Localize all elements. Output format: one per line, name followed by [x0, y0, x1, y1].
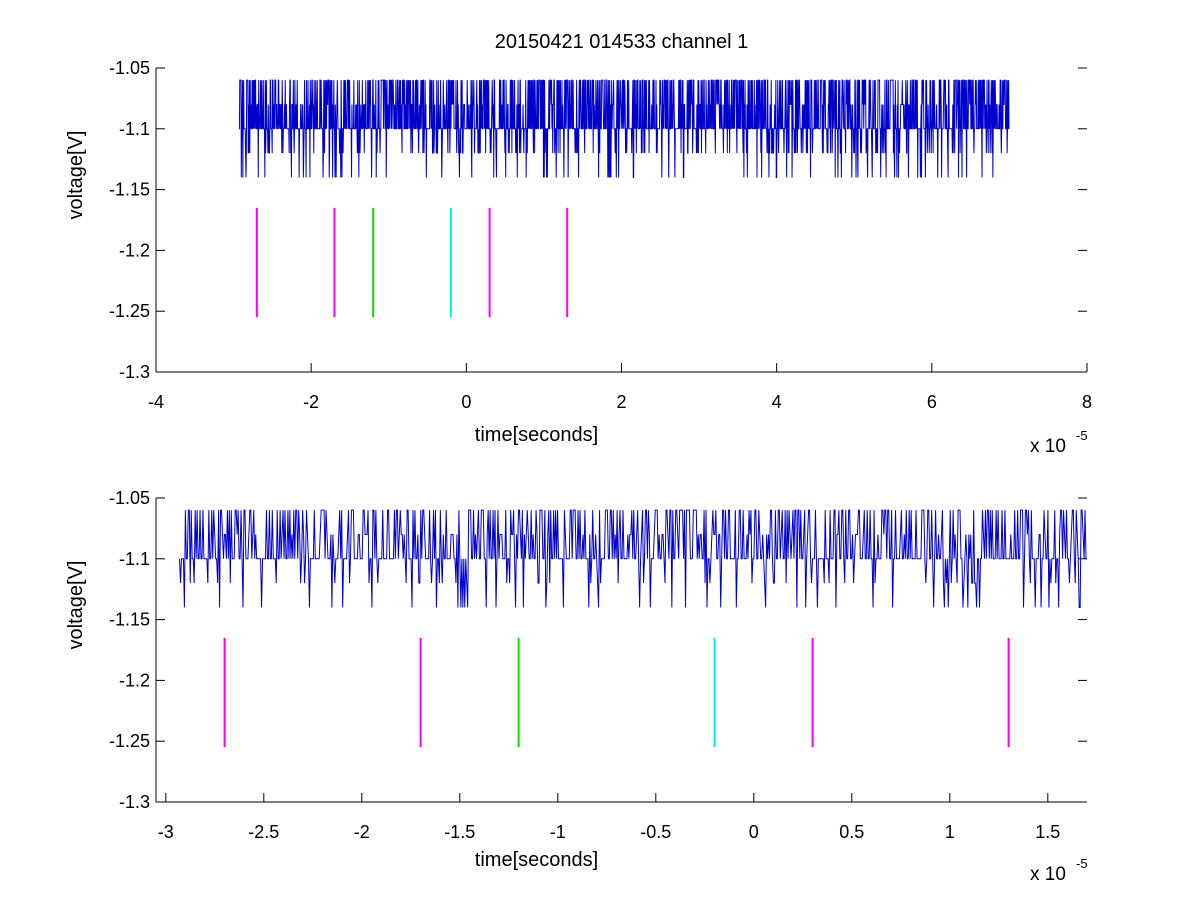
x-tick-label: -0.5: [640, 822, 671, 842]
x-multiplier-exponent: -5: [1076, 856, 1088, 871]
x-tick-label: 0.5: [839, 822, 864, 842]
signal-series-line: [238, 79, 1010, 178]
x-multiplier-label: x 10: [1030, 864, 1066, 885]
y-axis-label: voltage[V]: [65, 561, 87, 650]
x-tick-label: -2: [303, 392, 319, 412]
x-tick-label: 6: [927, 392, 937, 412]
x-tick-label: 8: [1082, 392, 1092, 412]
y-tick-label: -1.15: [109, 180, 150, 200]
x-tick-label: 2: [616, 392, 626, 412]
chart-title: 20150421 014533 channel 1: [495, 31, 749, 53]
x-multiplier-exponent: -5: [1076, 428, 1088, 443]
x-tick-label: 0: [749, 822, 759, 842]
y-tick-label: -1.25: [109, 731, 150, 751]
bottom-plot: -1.3 -1.25 -1.2 -1.15 -1.1 -1.05 -3 -2.5 -2 -1.5 -…: [65, 488, 1088, 885]
x-tick-label: -1: [550, 822, 566, 842]
y-tick-label: -1.1: [119, 119, 150, 139]
x-multiplier-label: x 10: [1030, 436, 1066, 457]
x-tick-label: -3: [158, 822, 174, 842]
y-axis-label: voltage[V]: [65, 131, 87, 220]
y-tick-label: -1.2: [119, 670, 150, 690]
y-tick-label: -1.25: [109, 301, 150, 321]
y-tick-label: -1.15: [109, 610, 150, 630]
y-tick-label: -1.05: [109, 488, 150, 508]
x-tick-label: 0: [461, 392, 471, 412]
x-tick-label: 1: [945, 822, 955, 842]
x-tick-label: -4: [148, 392, 164, 412]
x-tick-label: 4: [772, 392, 782, 412]
top-plot: 20150421 014533 channel 1 -1.3 -1.25 -1.2 -1…: [65, 31, 1092, 457]
y-tick-label: -1.2: [119, 240, 150, 260]
signal-series-line: [179, 509, 1087, 608]
x-tick-label: 1.5: [1035, 822, 1060, 842]
y-tick-label: -1.3: [119, 362, 150, 382]
x-axis-label: time[seconds]: [475, 849, 598, 871]
y-tick-label: -1.05: [109, 58, 150, 78]
y-tick-label: -1.3: [119, 792, 150, 812]
x-tick-label: -2: [354, 822, 370, 842]
y-tick-label: -1.1: [119, 549, 150, 569]
x-tick-label: -1.5: [444, 822, 475, 842]
x-tick-label: -2.5: [248, 822, 279, 842]
x-axis-label: time[seconds]: [475, 424, 598, 446]
